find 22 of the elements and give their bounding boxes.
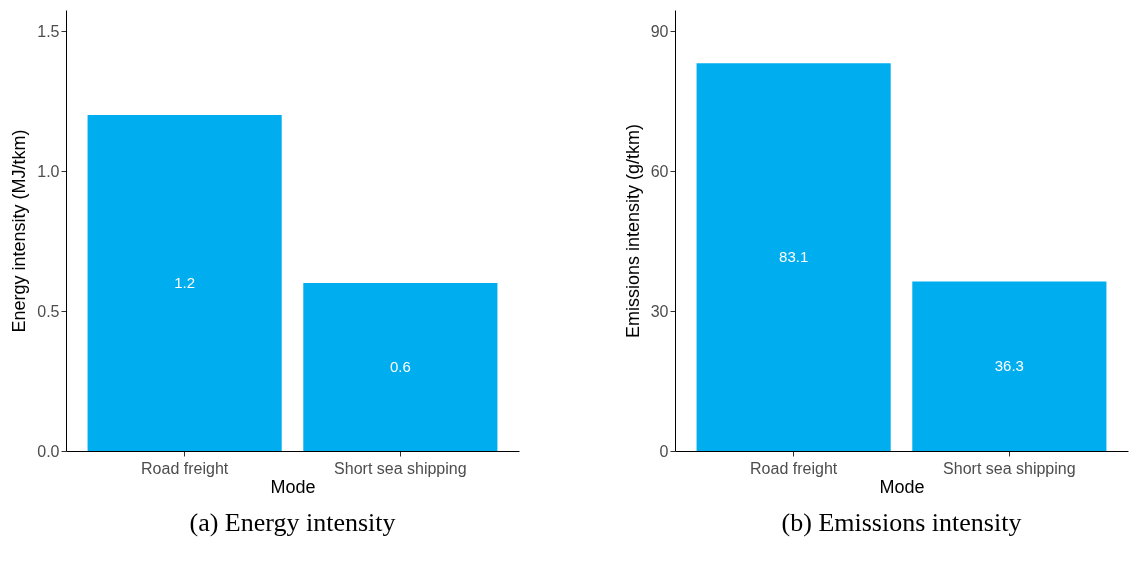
data-label: 83.1 xyxy=(779,248,809,266)
y-tick-label: 0 xyxy=(659,442,669,460)
y-axis-title: Emissions intensity (g/tkm) xyxy=(622,123,643,339)
y-tick-label: 60 xyxy=(650,162,669,180)
data-label: 1.2 xyxy=(174,274,196,291)
data-label: 0.6 xyxy=(389,358,411,375)
x-axis-title: Mode xyxy=(270,476,316,497)
text: (b) Emissions intensity xyxy=(781,508,1022,537)
data-label: 36.3 xyxy=(994,357,1024,375)
y-tick-label: 0.0 xyxy=(37,442,60,460)
x-tick-label: Short sea shipping xyxy=(943,459,1076,477)
y-tick-label: 0.5 xyxy=(37,302,60,320)
x-tick-label: Short sea shipping xyxy=(334,459,467,477)
y-tick-label: 90 xyxy=(650,22,669,40)
x-tick-label: Road freight xyxy=(141,459,229,477)
x-axis-title: Mode xyxy=(879,476,925,497)
y-tick-label: 1.0 xyxy=(37,162,60,180)
x-tick-label: Road freight xyxy=(750,459,838,477)
text: (a) Energy intensity xyxy=(189,508,396,537)
y-axis-title: Energy intensity (MJ/tkm) xyxy=(9,129,30,333)
y-tick-label: 1.5 xyxy=(37,22,60,40)
y-tick-label: 30 xyxy=(650,302,669,320)
